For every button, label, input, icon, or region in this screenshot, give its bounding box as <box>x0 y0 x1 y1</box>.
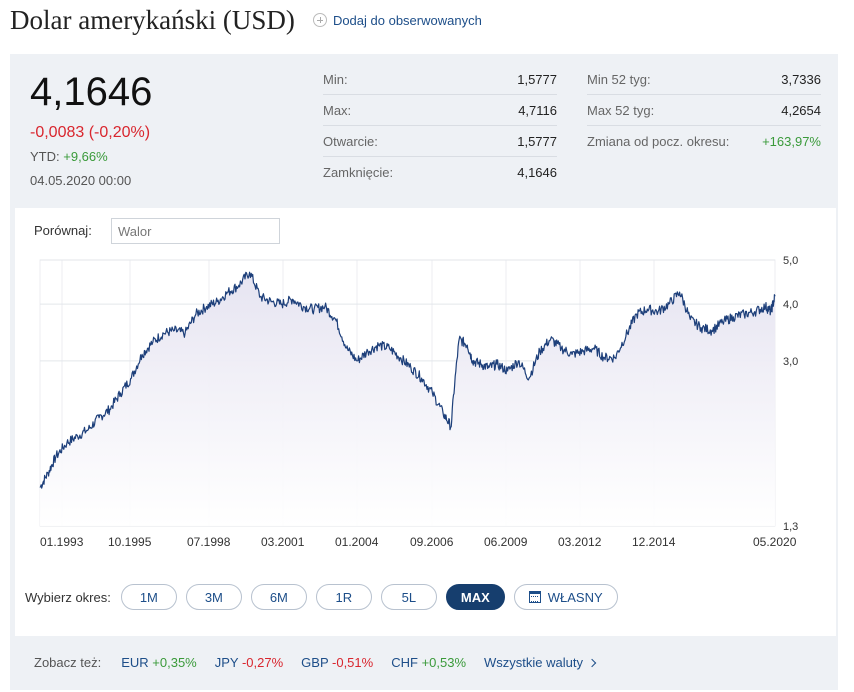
quote-panel: 4,1646 -0,0083 (-0,20%) YTD: +9,66% 04.0… <box>10 54 838 690</box>
quote-date: 04.05.2020 00:00 <box>30 173 132 188</box>
stat-row-min: Min: 1,5777 <box>323 64 557 95</box>
stat-row-close: Zamknięcie: 4,1646 <box>323 157 557 188</box>
x-tick-label: 03.2001 <box>261 535 305 548</box>
see-also-eur[interactable]: EUR +0,35% <box>121 655 197 670</box>
ytd-change: YTD: +9,66% <box>30 149 108 164</box>
ytd-label: YTD: <box>30 149 60 164</box>
price-change: -0,0083 (-0,20%) <box>30 124 151 141</box>
stat-label: Min 52 tyg: <box>587 71 651 87</box>
stat-label: Min: <box>323 71 348 87</box>
stat-label: Max 52 tyg: <box>587 102 655 118</box>
stat-row-max-52w: Max 52 tyg: 4,2654 <box>587 95 821 126</box>
stats-right: Min 52 tyg: 3,7336 Max 52 tyg: 4,2654 Zmia… <box>587 64 821 157</box>
see-also-chf[interactable]: CHF +0,53% <box>391 655 466 670</box>
stat-row-min-52w: Min 52 tyg: 3,7336 <box>587 64 821 95</box>
currency-change: -0,51% <box>332 655 374 670</box>
stat-label: Zmiana od pocz. okresu: <box>587 134 730 149</box>
plus-circle-icon <box>312 13 327 27</box>
currency-change: +0,53% <box>421 655 467 670</box>
chart-card: Porównaj: 01.199310.199507.199803.200101… <box>15 208 836 636</box>
x-tick-label: 10.1995 <box>108 535 152 548</box>
x-tick-label: 07.1998 <box>187 535 231 548</box>
ytd-value: +9,66% <box>63 149 108 164</box>
y-tick-label: 5,0 <box>783 255 798 267</box>
period-button-max[interactable]: MAX <box>445 584 505 610</box>
chart-area-fill <box>40 272 775 526</box>
currency-change: -0,27% <box>241 655 284 670</box>
stat-label: Max: <box>323 102 352 118</box>
x-tick-label: 03.2012 <box>558 535 602 548</box>
calendar-icon <box>528 591 541 603</box>
see-also-gbp[interactable]: GBP -0,51% <box>301 655 373 670</box>
stat-value: 1,5777 <box>517 71 557 87</box>
see-also-label: Zobacz też: <box>34 655 102 670</box>
currency-code: EUR <box>121 655 149 670</box>
y-tick-label: 3,0 <box>783 356 798 368</box>
x-tick-label: 01.2004 <box>335 535 379 548</box>
see-also-jpy[interactable]: JPY -0,27% <box>215 655 283 670</box>
stat-label: Zamknięcie: <box>323 165 394 180</box>
stats-left: Min: 1,5777 Max: 4,7116 Otwarcie: 1,5777 Za… <box>323 64 557 188</box>
stat-row-open: Otwarcie: 1,5777 <box>323 126 557 157</box>
stat-value: 4,7116 <box>518 102 557 118</box>
compare-input[interactable] <box>111 218 280 244</box>
period-selector: Wybierz okres: 1M 3M 6M 1R 5L MAX WŁASNY <box>25 584 627 610</box>
period-button-5l[interactable]: 5L <box>380 584 437 610</box>
x-tick-label: 12.2014 <box>632 535 676 548</box>
all-currencies-label: Wszystkie waluty <box>484 655 583 670</box>
x-tick-label: 09.2006 <box>410 535 454 548</box>
all-currencies-link[interactable]: Wszystkie waluty <box>484 655 597 670</box>
currency-code: GBP <box>301 655 329 670</box>
add-to-watchlist-button[interactable]: Dodaj do obserwowanych <box>312 12 482 28</box>
period-button-1m[interactable]: 1M <box>120 584 177 610</box>
x-tick-label: 01.1993 <box>40 535 84 548</box>
period-button-custom[interactable]: WŁASNY <box>513 584 618 610</box>
period-button-3m[interactable]: 3M <box>185 584 242 610</box>
chart-series-line <box>39 271 776 489</box>
price-chart[interactable]: 01.1993 10.1995 07.1998 03.2001 01.2004 09.20… <box>15 208 836 548</box>
currency-code: CHF <box>391 655 418 670</box>
stat-value: 1,5777 <box>517 133 557 149</box>
chevron-right-icon <box>587 658 597 667</box>
x-tick-label: 05.2020 <box>753 535 797 548</box>
period-custom-label: WŁASNY <box>547 589 603 605</box>
add-to-watchlist-label: Dodaj do obserwowanych <box>332 12 482 28</box>
stat-value: 4,1646 <box>517 165 557 180</box>
stat-value: +163,97% <box>762 134 821 149</box>
page-header: Dolar amerykański (USD) Dodaj do obserwo… <box>10 2 482 38</box>
x-tick-label: 06.2009 <box>484 535 528 548</box>
stat-row-max: Max: 4,7116 <box>323 95 557 126</box>
stat-label: Otwarcie: <box>323 133 378 149</box>
y-tick-label: 1,3 <box>783 521 798 533</box>
stat-value: 3,7336 <box>781 71 821 87</box>
period-button-6m[interactable]: 6M <box>250 584 307 610</box>
see-also-bar: Zobacz też: EUR +0,35% JPY -0,27% GBP -0… <box>34 655 597 670</box>
stat-value: 4,2654 <box>781 102 821 118</box>
currency-change: +0,35% <box>152 655 197 670</box>
period-button-1r[interactable]: 1R <box>315 584 372 610</box>
currency-code: JPY <box>214 655 239 670</box>
y-tick-label: 4,0 <box>783 299 798 311</box>
compare-label: Porównaj: <box>34 223 92 238</box>
stat-row-period-change: Zmiana od pocz. okresu: +163,97% <box>587 126 821 157</box>
period-label: Wybierz okres: <box>25 589 111 605</box>
current-price: 4,1646 <box>30 70 153 114</box>
page-title: Dolar amerykański (USD) <box>10 4 295 35</box>
